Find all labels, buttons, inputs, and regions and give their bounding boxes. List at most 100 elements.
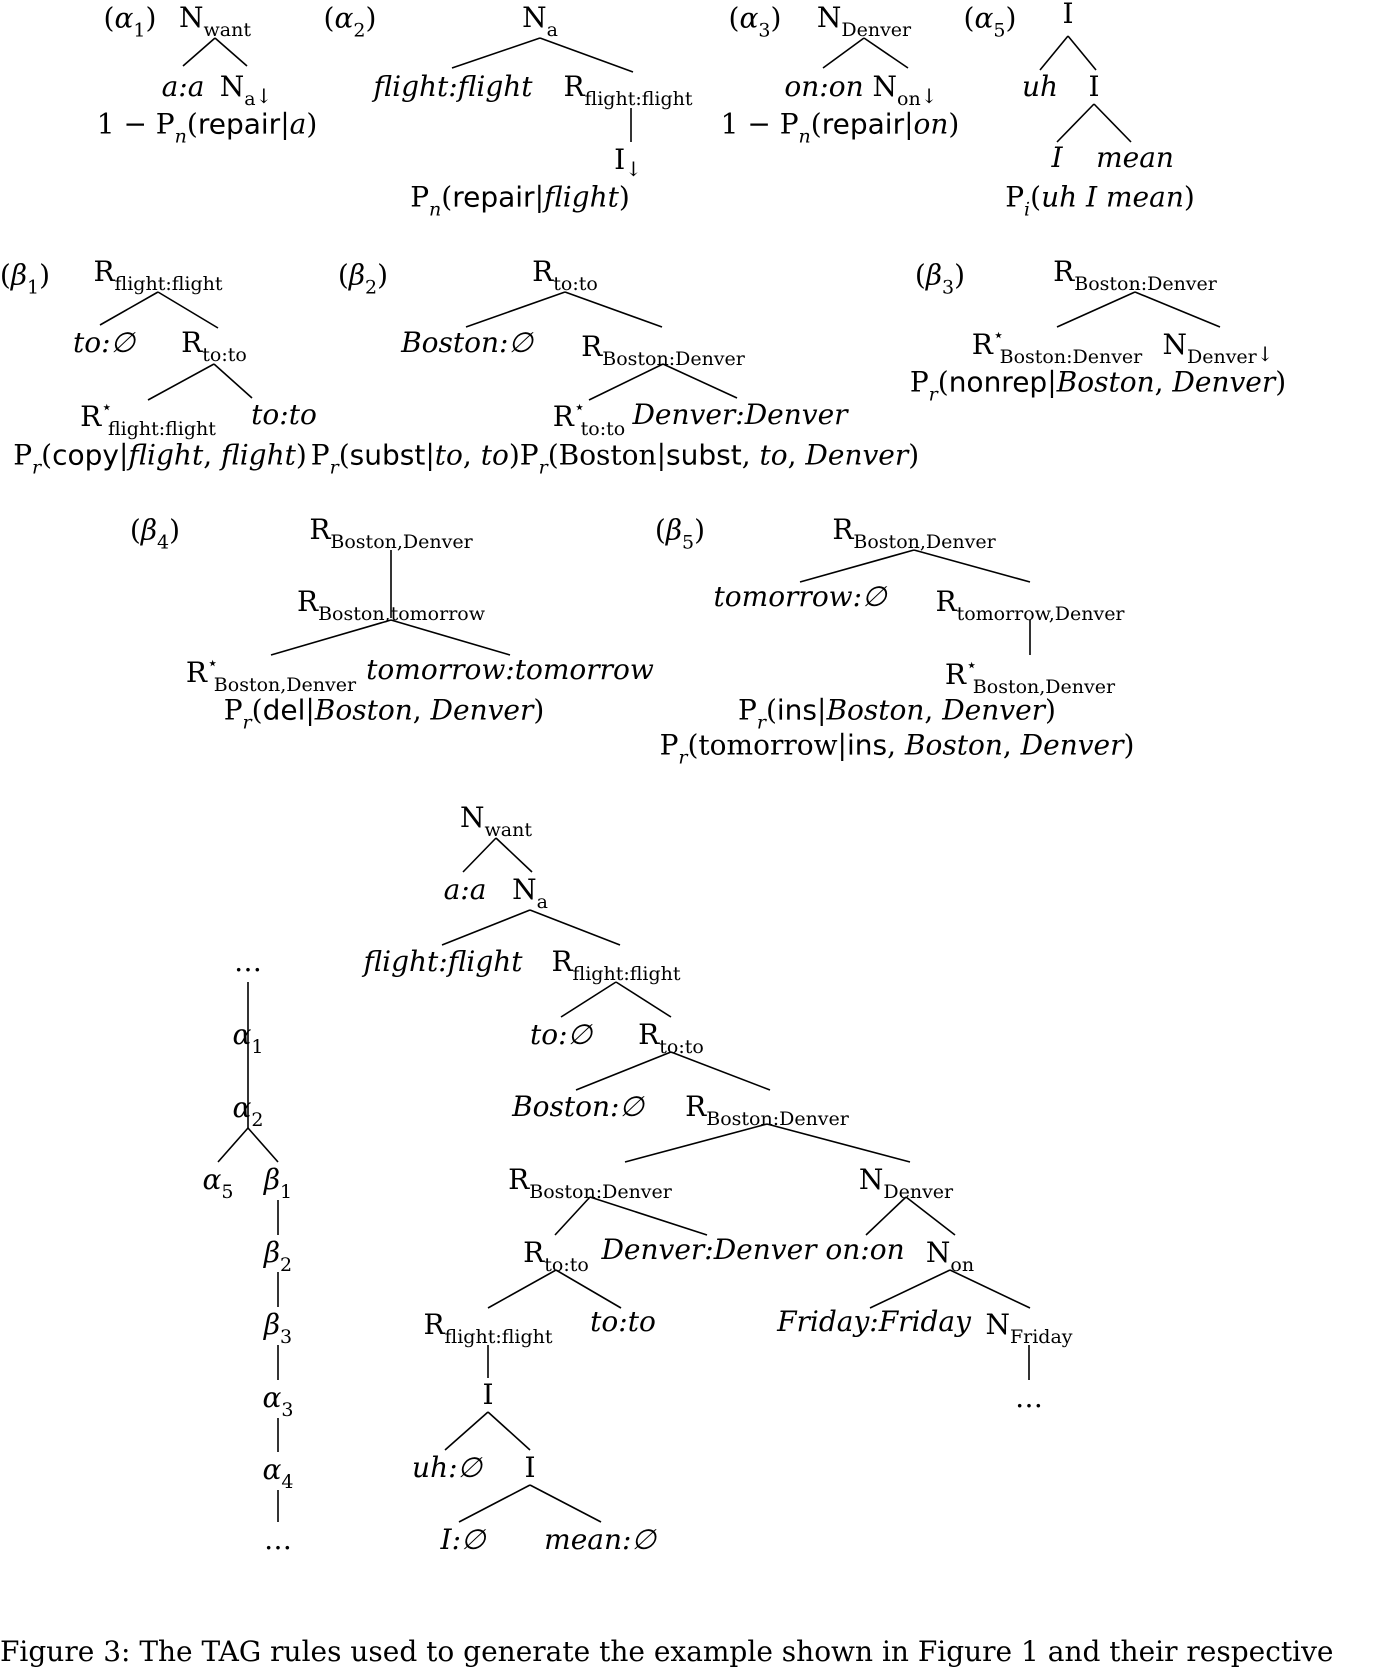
- tree-node-beta1-n1: to:∅: [73, 326, 135, 359]
- tree-edge-derived-e22-e24: [529, 1484, 602, 1523]
- tree-node-beta3-n1: R⋆Boston:Denver: [971, 325, 1143, 368]
- tree-edge-beta3-n0-n1: [1056, 291, 1136, 328]
- tree-node-alpha3-n0: NDenver: [816, 1, 912, 41]
- tree-node-derived-e20: …: [1015, 1381, 1043, 1414]
- tree-node-beta5-n2: Rtomorrow,Denver: [935, 585, 1125, 625]
- tree-edge-beta2-n2-n4: [662, 363, 738, 399]
- tree-node-derivation-d5: β2: [263, 1236, 293, 1276]
- tree-node-derived-e6: Rto:to: [638, 1018, 704, 1058]
- tree-node-alpha5-n0: I: [1062, 0, 1074, 30]
- tree-node-beta2-n0: Rto:to: [532, 255, 598, 295]
- rule-probability-beta4-0: Pr(del|Boston, Denver): [223, 693, 545, 734]
- tree-edge-alpha3-n0-n2: [863, 37, 909, 69]
- tree-node-derivation-d7: α3: [262, 1381, 294, 1421]
- tree-node-alpha3-n1: on:on: [784, 70, 864, 103]
- tree-node-beta3-n2: NDenver↓: [1162, 328, 1274, 368]
- tree-edge-beta2-n0-n1: [465, 291, 566, 328]
- rule-probability-beta5-1: Pr(tomorrow|ins, Boston, Denver): [659, 728, 1135, 769]
- tree-node-derivation-d6: β3: [263, 1308, 293, 1348]
- tree-edge-derived-e8-e10: [766, 1123, 911, 1163]
- tree-node-beta2-n1: Boston:∅: [401, 326, 533, 359]
- tree-node-derived-e14: Non: [925, 1236, 975, 1276]
- tree-node-beta5-n0: RBoston,Denver: [832, 513, 996, 553]
- tree-edge-alpha5-n0-n2: [1067, 35, 1097, 71]
- tree-node-derived-e16: to:to: [590, 1305, 656, 1338]
- rule-label-beta1: (β1): [0, 258, 51, 299]
- tree-node-derived-e13: on:on: [825, 1233, 905, 1266]
- figure-caption: Figure 3: The TAG rules used to generate…: [0, 1635, 1334, 1668]
- tree-node-derived-e12: Denver:Denver: [601, 1233, 817, 1266]
- tree-edge-beta2-n2-n3: [588, 363, 664, 401]
- tree-node-beta4-n1: RBoston,tomorrow: [297, 585, 485, 625]
- tree-edge-beta4-n1-n2: [270, 619, 392, 656]
- tree-edge-derived-e19-e21: [444, 1411, 489, 1451]
- rule-label-beta2: (β2): [337, 258, 389, 299]
- tree-node-derived-e1: a:a: [443, 873, 487, 906]
- tree-edge-derived-e10-e14: [905, 1196, 956, 1236]
- tree-edge-beta3-n0-n2: [1134, 291, 1221, 328]
- rule-label-alpha3: (α3): [728, 1, 782, 42]
- tree-node-derived-e10: NDenver: [858, 1163, 954, 1203]
- tree-edge-derived-e22-e23: [458, 1484, 531, 1523]
- rule-probability-alpha2-0: Pn(repair|flight): [410, 180, 630, 221]
- rule-probability-alpha3-0: 1 − Pn(repair|on): [720, 107, 960, 148]
- rule-label-beta3: (β3): [914, 258, 966, 299]
- tree-node-derived-e7: Boston:∅: [512, 1090, 644, 1123]
- tree-node-beta3-n0: RBoston:Denver: [1053, 255, 1217, 295]
- tree-node-derived-e8: RBoston:Denver: [685, 1090, 849, 1130]
- rule-label-beta4: (β4): [129, 513, 181, 554]
- tree-node-alpha5-n4: mean: [1096, 141, 1174, 174]
- tree-node-beta4-n0: RBoston,Denver: [309, 513, 473, 553]
- tree-node-beta4-n3: tomorrow:tomorrow: [366, 653, 654, 686]
- tree-node-derived-e19: I: [482, 1378, 494, 1411]
- tree-edge-alpha5-n2-n3: [1056, 103, 1095, 143]
- tree-node-derived-e4: Rflight:flight: [551, 945, 681, 985]
- tree-node-derived-e9: RBoston:Denver: [508, 1163, 672, 1203]
- tree-edge-derived-e4-e6: [615, 981, 672, 1018]
- rule-probability-alpha5-0: Pi(uh I mean): [1005, 180, 1195, 221]
- rule-label-alpha2: (α2): [323, 1, 377, 42]
- tree-edge-derived-e0-e1: [462, 837, 497, 873]
- tree-edge-derived-e9-e11: [554, 1196, 591, 1236]
- tree-edge-beta5-n0-n2: [913, 549, 1031, 583]
- tree-node-derived-e22: I: [524, 1451, 536, 1484]
- tree-edge-derived-e6-e8: [670, 1051, 771, 1091]
- tree-node-beta5-n3: R⋆Boston,Denver: [944, 655, 1116, 698]
- tree-edge-beta5-n0-n1: [799, 549, 915, 583]
- tree-node-alpha1-n2: Na↓: [219, 70, 273, 110]
- tree-node-derived-e23: I:∅: [440, 1523, 486, 1556]
- tree-node-beta4-n2: R⋆Boston,Denver: [185, 653, 357, 696]
- tree-edge-beta2-n0-n2: [564, 291, 663, 328]
- tree-edge-derived-e11-e15: [487, 1269, 557, 1309]
- rule-probability-beta1-0: Pr(copy|flight, flight): [13, 438, 307, 479]
- tree-node-beta1-n0: Rflight:flight: [93, 255, 223, 295]
- tree-node-alpha2-n1: flight:flight: [373, 70, 533, 103]
- tree-edge-beta4-n1-n3: [390, 619, 511, 656]
- tree-node-derived-e18: NFriday: [985, 1308, 1073, 1348]
- tree-node-derivation-d9: …: [264, 1523, 292, 1556]
- tree-node-derived-e21: uh:∅: [412, 1451, 482, 1484]
- tree-node-alpha3-n2: Non↓: [872, 70, 938, 110]
- tree-node-beta1-n2: Rto:to: [181, 326, 247, 366]
- tree-edge-derived-e6-e7: [575, 1051, 672, 1091]
- rule-probability-beta2-0: Pr(subst|to, to)Pr(Boston|subst, to, Den…: [310, 438, 920, 479]
- tree-node-derivation-d4: β1: [263, 1163, 293, 1203]
- tree-node-derived-e15: Rflight:flight: [423, 1308, 553, 1348]
- tree-node-derived-e3: flight:flight: [363, 945, 523, 978]
- tree-node-alpha2-n3: I↓: [614, 143, 642, 181]
- tree-edge-alpha2-n0-n1: [451, 37, 541, 69]
- tree-node-beta2-n2: RBoston:Denver: [581, 330, 745, 370]
- tree-node-derived-e11: Rto:to: [523, 1236, 589, 1276]
- tree-node-derivation-d3: α5: [202, 1163, 234, 1203]
- tree-node-alpha5-n1: uh: [1021, 70, 1059, 103]
- tree-node-derived-e0: Nwant: [460, 801, 532, 841]
- tree-edge-beta1-n2-n3: [147, 363, 215, 401]
- tree-edge-derived-e10-e13: [865, 1196, 907, 1236]
- tree-edge-derived-e11-e16: [555, 1269, 622, 1309]
- tree-edge-derivation-d2-d3: [217, 1127, 249, 1163]
- tree-edge-derived-e2-e4: [529, 909, 621, 946]
- tree-node-derived-e5: to:∅: [530, 1018, 592, 1051]
- tree-node-beta1-n3: R⋆flight:flight: [80, 397, 216, 440]
- rule-probability-alpha1-0: 1 − Pn(repair|a): [96, 107, 318, 148]
